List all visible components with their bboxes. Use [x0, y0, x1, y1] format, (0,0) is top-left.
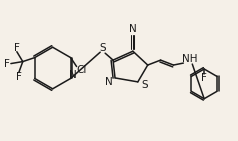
Text: F: F — [14, 43, 20, 53]
Text: N: N — [69, 70, 77, 81]
Text: Cl: Cl — [76, 65, 87, 74]
Text: F: F — [201, 73, 207, 83]
Text: S: S — [141, 80, 148, 90]
Text: S: S — [100, 43, 106, 53]
Text: NH: NH — [182, 54, 197, 64]
Text: F: F — [4, 59, 10, 69]
Text: N: N — [129, 24, 137, 34]
Text: F: F — [16, 72, 22, 82]
Text: N: N — [105, 77, 113, 87]
